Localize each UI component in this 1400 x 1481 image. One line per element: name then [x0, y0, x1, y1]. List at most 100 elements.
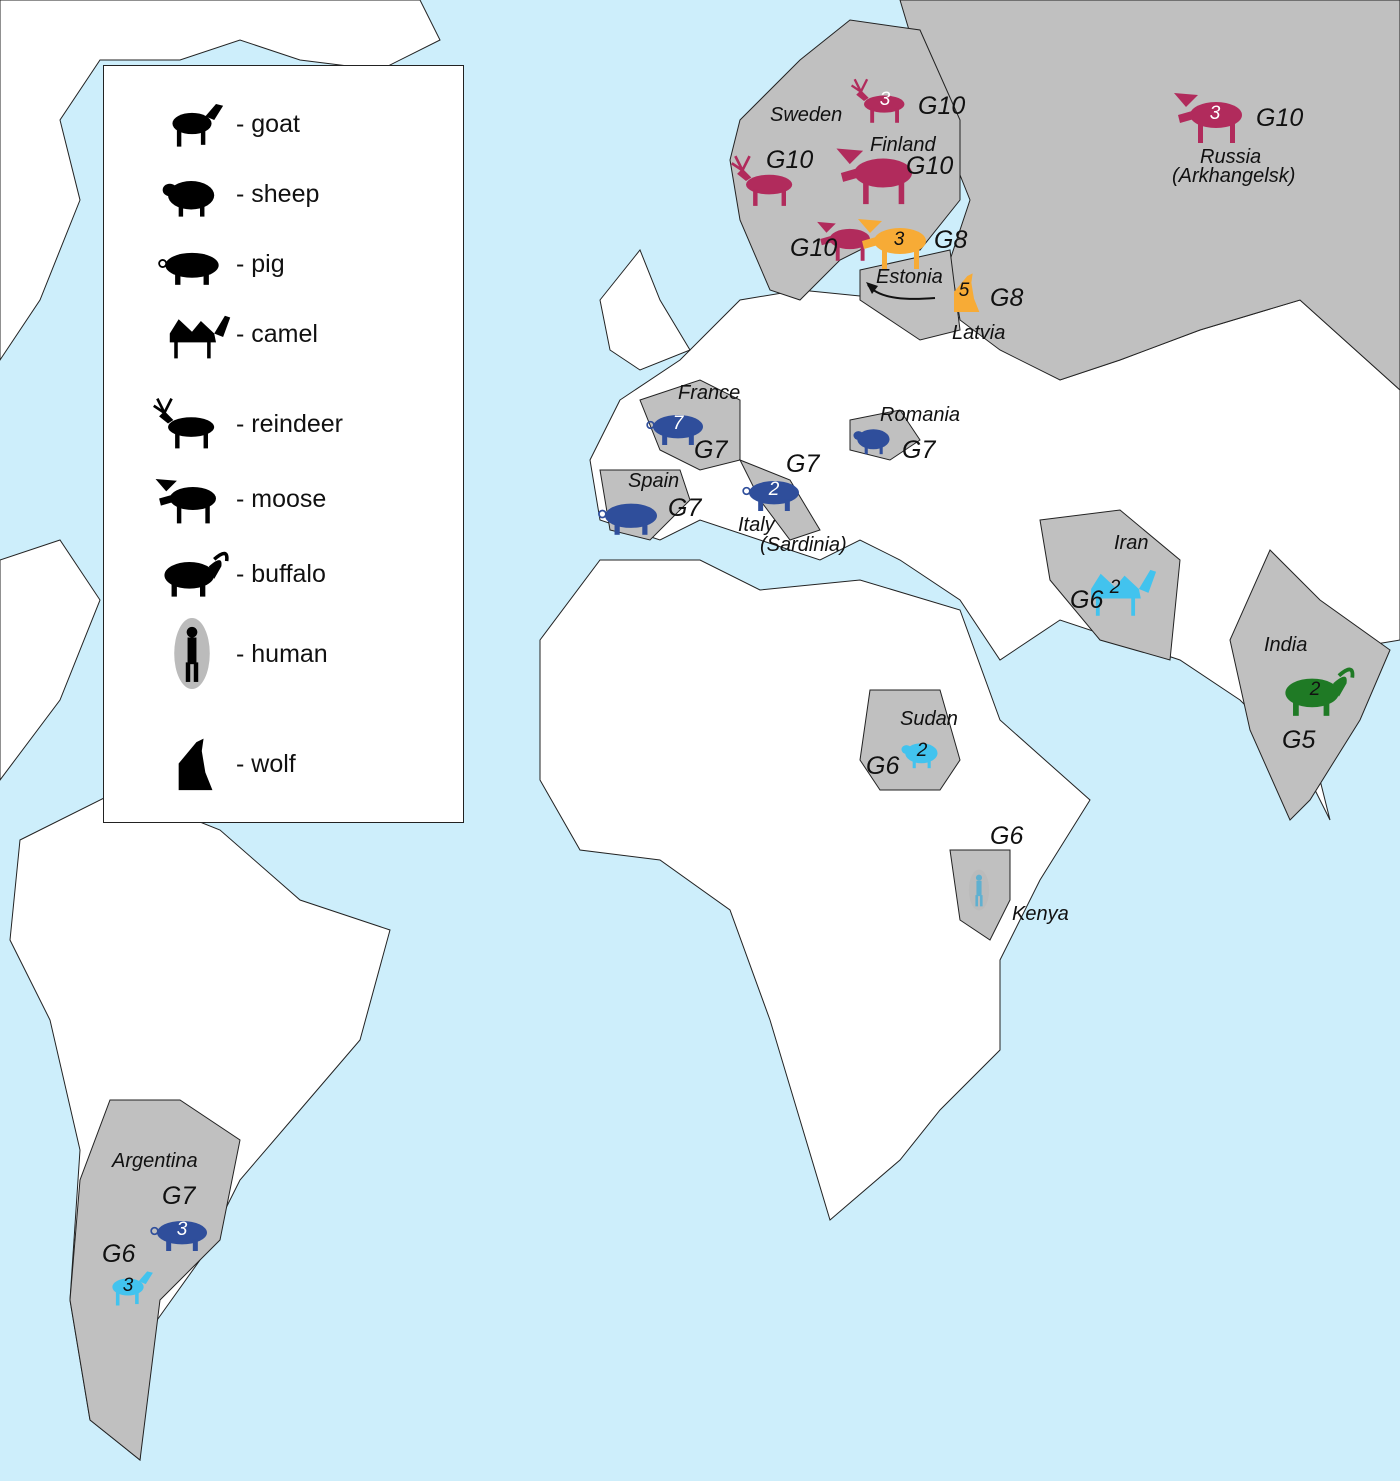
- sheep-icon: [846, 429, 902, 464]
- human-icon: [152, 617, 242, 690]
- landmass-north-america: [0, 0, 441, 781]
- legend-item: - moose: [104, 471, 463, 531]
- count-label: 3: [893, 228, 905, 250]
- country-label: Latvia: [952, 322, 1006, 344]
- sheep-icon: [894, 743, 950, 778]
- count-label: 5: [958, 279, 970, 301]
- country-label: India: [1264, 634, 1308, 656]
- pig-marker: 2: [732, 466, 816, 516]
- legend-item: - goat: [104, 96, 463, 156]
- moose-marker: 3: [854, 206, 944, 276]
- pig-marker: [586, 488, 676, 540]
- genotype-label: G10: [918, 92, 966, 120]
- genotype-label: G8: [934, 226, 968, 254]
- moose-marker: [814, 204, 884, 274]
- pig-icon: [140, 1221, 224, 1260]
- moose-icon: [854, 219, 944, 280]
- reindeer-marker: [730, 146, 810, 216]
- legend-item: - human: [104, 617, 463, 690]
- country-label: Romania: [880, 404, 961, 426]
- count-label: 3: [879, 88, 891, 110]
- buffalo-icon: [1272, 667, 1358, 730]
- country-label: Argentina: [112, 1150, 198, 1172]
- country-label: Sudan: [900, 708, 958, 730]
- country-label: France: [678, 382, 741, 404]
- genotype-label: G6: [1070, 586, 1104, 614]
- sheep-marker: 2: [894, 730, 950, 774]
- genotype-label: G10: [766, 146, 814, 174]
- genotype-label: G10: [790, 234, 838, 262]
- legend-label: - camel: [236, 320, 318, 348]
- legend-label: - wolf: [236, 750, 296, 778]
- genotype-label: G7: [786, 450, 820, 478]
- legend-item: - reindeer: [104, 396, 463, 456]
- genotype-label: G6: [990, 822, 1024, 850]
- country-label: Estonia: [876, 266, 943, 288]
- genotype-label: G7: [668, 494, 702, 522]
- reindeer-icon: [152, 396, 242, 456]
- country-label: Kenya: [1012, 903, 1069, 925]
- legend-item: - sheep: [104, 166, 463, 226]
- reindeer-icon: [850, 78, 920, 138]
- count-label: 2: [916, 739, 928, 761]
- pig-icon: [636, 415, 720, 454]
- country-estonia-latvia: [859, 249, 961, 341]
- legend-label: - buffalo: [236, 560, 326, 588]
- sheep-marker: [846, 416, 902, 460]
- moose-marker: [832, 138, 932, 208]
- moose-icon: [1170, 93, 1260, 152]
- genotype-label: G7: [694, 436, 728, 464]
- legend-item: - buffalo: [104, 546, 463, 606]
- camel-marker: 2: [1072, 554, 1158, 624]
- buffalo-marker: 2: [1272, 656, 1358, 726]
- wolf-icon: [152, 736, 242, 796]
- legend: - goat - sheep - pig - camel - reindeer - moo…: [103, 65, 464, 823]
- legend-label: - goat: [236, 110, 300, 138]
- goat-marker: 3: [96, 1258, 160, 1316]
- country-label: Russia: [1200, 146, 1262, 168]
- count-label: 7: [672, 412, 684, 434]
- genotype-label: G10: [1256, 104, 1304, 132]
- legend-item: - pig: [104, 236, 463, 296]
- legend-label: - reindeer: [236, 410, 343, 438]
- buffalo-icon: [152, 546, 242, 606]
- moose-icon: [152, 471, 242, 531]
- country-label: Spain: [628, 470, 680, 492]
- country-label: Finland: [870, 134, 936, 156]
- count-label: 3: [1209, 102, 1221, 124]
- legend-label: - pig: [236, 250, 285, 278]
- count-label: 2: [1309, 678, 1321, 700]
- legend-label: - human: [236, 640, 328, 668]
- country-label: (Sardinia): [760, 534, 847, 556]
- pig-marker: 7: [636, 400, 720, 450]
- moose-icon: [814, 221, 884, 278]
- human-marker: [956, 840, 1002, 940]
- reindeer-icon: [730, 155, 810, 220]
- wolf-icon: [934, 273, 994, 328]
- legend-item: - camel: [104, 306, 463, 366]
- genotype-label: G6: [102, 1240, 136, 1268]
- wolf-marker: 5: [934, 260, 994, 324]
- moose-icon: [832, 148, 932, 212]
- human-icon: [956, 869, 1002, 944]
- country-russia: [899, 0, 1400, 391]
- genotype-label: G10: [906, 152, 954, 180]
- genotype-label: G7: [902, 436, 936, 464]
- arrow-head-icon: [866, 282, 878, 294]
- goat-icon: [96, 1271, 160, 1320]
- country-label: Iran: [1114, 532, 1149, 554]
- count-label: 3: [176, 1218, 188, 1240]
- pig-marker: 3: [140, 1206, 224, 1256]
- count-label: 3: [122, 1274, 134, 1296]
- camel-icon: [1072, 569, 1158, 628]
- country-sudan: [859, 689, 961, 791]
- genotype-label: G7: [162, 1182, 196, 1210]
- pig-icon: [732, 481, 816, 520]
- count-label: 2: [768, 478, 780, 500]
- goat-icon: [152, 96, 242, 156]
- pig-icon: [152, 236, 242, 296]
- landmass-uk: [599, 249, 691, 371]
- pig-icon: [586, 503, 676, 544]
- legend-item: - wolf: [104, 736, 463, 796]
